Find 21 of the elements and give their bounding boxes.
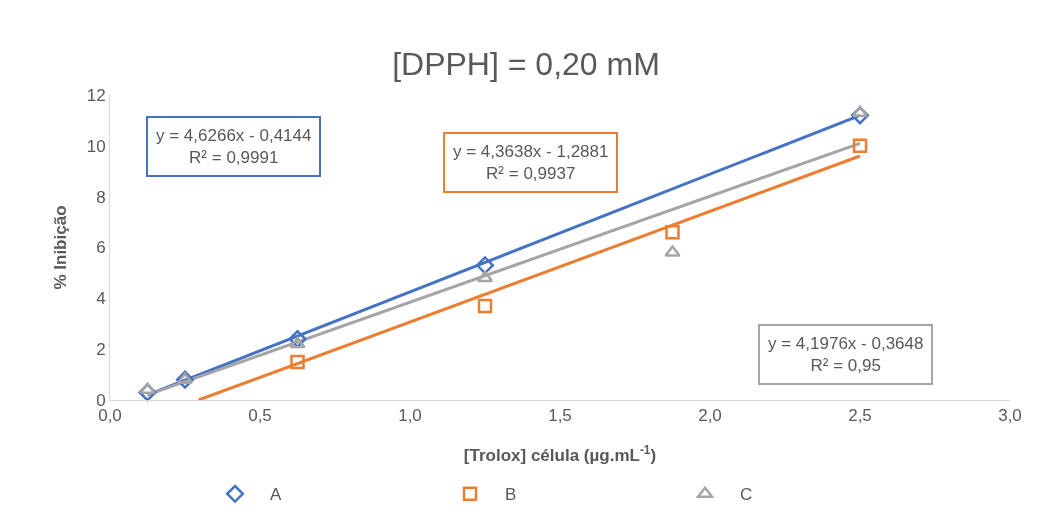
x-tick-label: 1,5 xyxy=(548,406,572,426)
chart-title: [DPPH] = 0,20 mM xyxy=(392,46,660,83)
x-tick-label: 2,5 xyxy=(848,406,872,426)
legend-label: C xyxy=(740,485,753,505)
y-tick-label: 8 xyxy=(96,187,106,207)
legend-label: B xyxy=(505,485,517,505)
annotation: y = 4,1976x - 0,3648 R² = 0,95 xyxy=(768,334,924,376)
x-tick-label: 2,0 xyxy=(698,406,722,426)
y-tick-label: 6 xyxy=(96,238,106,258)
y-tick-label: 12 xyxy=(86,85,106,105)
annotation: y = 4,6266x - 0,4144 R² = 0,9991 xyxy=(156,126,312,168)
y-tick-label: 10 xyxy=(86,136,106,156)
legend-label: A xyxy=(270,485,282,505)
y-tick-label: 4 xyxy=(96,289,106,309)
y-tick-label: 2 xyxy=(96,340,106,360)
annotation: y = 4,3638x - 1,2881 R² = 0,9937 xyxy=(453,142,609,184)
x-tick-label: 1,0 xyxy=(398,406,422,426)
x-axis-title: [Trolox] célula (µg.mL$^{-1}$) xyxy=(463,442,657,465)
y-axis-title: % Inibição xyxy=(51,205,70,290)
x-tick-label: 3,0 xyxy=(998,406,1022,426)
x-tick-label: 0,5 xyxy=(248,406,272,426)
